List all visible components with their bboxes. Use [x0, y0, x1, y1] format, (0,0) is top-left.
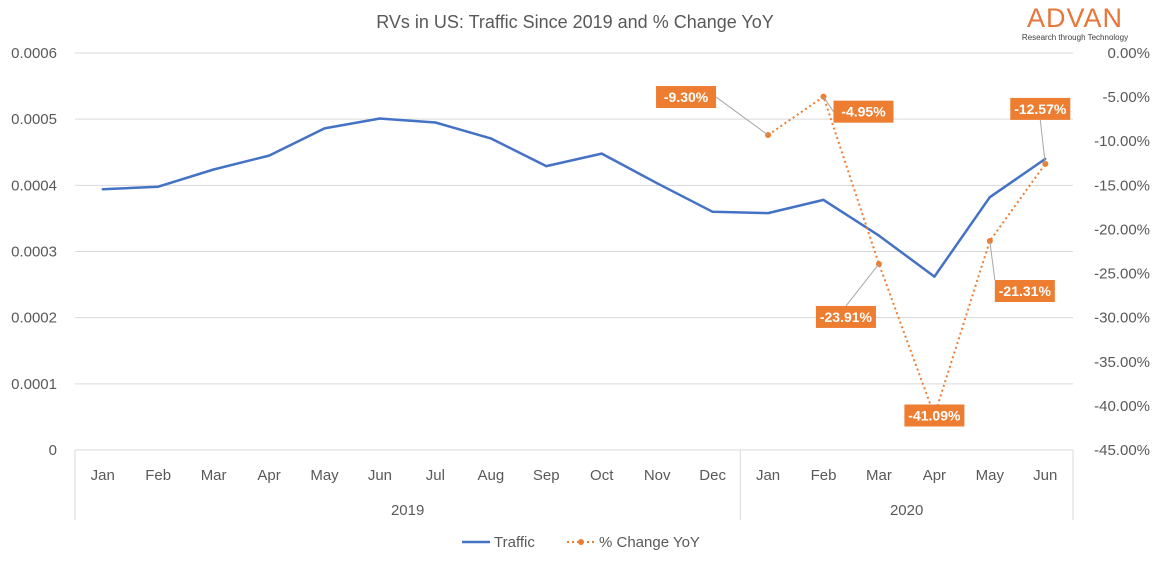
y-right-tick-label: -15.00%	[1094, 177, 1150, 194]
yoy-label-box	[833, 100, 894, 123]
x-tick-label: Jun	[1033, 467, 1057, 484]
traffic-point	[323, 127, 326, 130]
traffic-point	[212, 168, 215, 171]
traffic-point	[489, 137, 493, 140]
yoy-label-box	[904, 404, 965, 427]
yoy-label-box	[1010, 97, 1071, 120]
yoy-data-labels: -9.30% -4.95% -23.91% -41.09% -21.31% -12.57%	[656, 86, 1071, 427]
x-tick-label: May	[310, 467, 339, 484]
y-left-tick-label: 0.0005	[11, 111, 57, 128]
traffic-point	[600, 152, 603, 155]
traffic-point	[711, 210, 714, 213]
label-leader-line	[823, 96, 834, 112]
label-leader-line	[989, 240, 996, 281]
y-right-tick-label: -20.00%	[1094, 221, 1150, 238]
year-label: 2020	[890, 502, 923, 519]
yoy-data-label: -41.09%	[908, 408, 961, 424]
legend-yoy-marker	[578, 539, 584, 545]
legend-traffic-label: Traffic	[494, 534, 535, 551]
label-leader-line	[1039, 119, 1046, 164]
yoy-data-label: -9.30%	[664, 89, 709, 105]
x-tick-label: Jan	[91, 467, 115, 484]
yoy-label-box	[815, 305, 876, 328]
traffic-point	[655, 182, 659, 185]
x-tick-label: Apr	[923, 467, 946, 484]
x-tick-label: Feb	[145, 467, 171, 484]
y-left-tick-label: 0.0004	[11, 177, 57, 194]
traffic-point	[822, 198, 825, 202]
label-leader-line	[715, 96, 769, 136]
y-left-tick-label: 0.0001	[11, 376, 57, 393]
y-left-tick-label: 0.0003	[11, 244, 57, 261]
x-tick-label: Feb	[811, 467, 837, 484]
traffic-point	[766, 211, 770, 215]
yoy-label-box	[656, 86, 717, 109]
legend-yoy-label: % Change YoY	[599, 534, 700, 551]
traffic-point	[988, 196, 992, 199]
yoy-data-label: -21.31%	[999, 283, 1052, 299]
label-leader-line	[845, 263, 880, 307]
y-right-tick-label: -10.00%	[1094, 133, 1150, 150]
gridlines	[75, 52, 1073, 385]
traffic-point	[101, 188, 104, 191]
x-tick-label: Jun	[368, 467, 392, 484]
y-right-tick-label: -5.00%	[1102, 89, 1150, 106]
y-left-tick-label: 0.0006	[11, 45, 57, 62]
x-tick-label: Oct	[590, 467, 614, 484]
yoy-label-box	[994, 280, 1055, 303]
y-right-tick-label: -45.00%	[1094, 442, 1150, 459]
chart-title: RVs in US: Traffic Since 2019 and % Chan…	[376, 12, 774, 32]
logo-advan: ADVAN	[1027, 3, 1123, 33]
x-tick-label: Sep	[533, 467, 560, 484]
y-right-tick-label: -35.00%	[1094, 354, 1150, 371]
traffic-point	[877, 234, 881, 237]
x-tick-label: Dec	[699, 467, 726, 484]
traffic-point	[378, 117, 382, 120]
x-tick-label: Apr	[257, 467, 280, 484]
x-tick-label: Nov	[644, 467, 671, 484]
traffic-point	[434, 121, 437, 124]
x-tick-label: Mar	[866, 467, 892, 484]
y-left-tick-label: 0	[49, 442, 57, 459]
y-left-tick-label: 0.0002	[11, 310, 57, 327]
y-right-tick-label: 0.00%	[1107, 45, 1150, 62]
year-label: 2019	[391, 502, 424, 519]
traffic-point	[933, 275, 936, 278]
x-tick-label: Mar	[201, 467, 227, 484]
yoy-line	[767, 95, 1047, 419]
traffic-point	[156, 185, 160, 188]
logo-tagline: Research through Technology	[1022, 33, 1128, 42]
legend: Traffic % Change YoY	[462, 534, 700, 551]
y-right-tick-label: -25.00%	[1094, 266, 1150, 283]
x-tick-label: Jul	[426, 467, 445, 484]
traffic-point	[545, 164, 548, 168]
x-tick-label: Jan	[756, 467, 780, 484]
x-tick-label: May	[976, 467, 1005, 484]
x-axis	[74, 449, 1074, 520]
yoy-data-label: -4.95%	[841, 104, 886, 120]
traffic-line	[102, 117, 1047, 278]
y-right-tick-label: -40.00%	[1094, 398, 1150, 415]
yoy-data-label: -12.57%	[1014, 101, 1067, 117]
y-right-tick-label: -30.00%	[1094, 310, 1150, 327]
traffic-point	[267, 154, 271, 157]
x-tick-label: Aug	[477, 467, 504, 484]
yoy-data-label: -23.91%	[820, 309, 873, 325]
